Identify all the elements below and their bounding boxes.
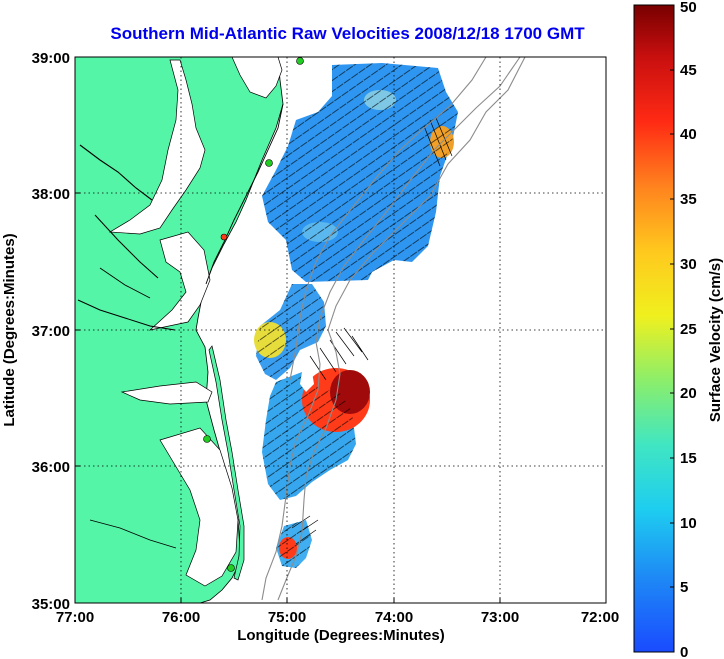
radar-stations bbox=[203, 57, 304, 572]
river-york bbox=[99, 267, 151, 299]
neuse-river bbox=[89, 519, 177, 549]
y-tick-label: 38:00 bbox=[32, 186, 70, 203]
x-tick-label: 72:00 bbox=[581, 609, 619, 626]
chesapeake-bay-lower bbox=[148, 231, 211, 331]
station-marker bbox=[203, 435, 211, 443]
station-marker bbox=[296, 57, 304, 65]
x-tick-labels: 77:00 76:00 75:00 74:00 73:00 72:00 bbox=[56, 609, 619, 626]
colorbar-label: Surface Velocity (cm/s) bbox=[707, 258, 724, 422]
tick-marks bbox=[74, 56, 607, 604]
grid-lines bbox=[75, 57, 606, 603]
outer-banks bbox=[208, 345, 245, 581]
station-marker bbox=[265, 159, 273, 167]
pamlico-sound bbox=[159, 427, 239, 587]
x-tick-label: 73:00 bbox=[481, 609, 519, 626]
y-tick-label: 36:00 bbox=[32, 459, 70, 476]
x-tick-label: 75:00 bbox=[268, 609, 306, 626]
colorbar-tick-label: 5 bbox=[680, 579, 688, 596]
velocity-field bbox=[254, 63, 458, 568]
station-marker bbox=[227, 564, 235, 572]
x-axis-label: Longitude (Degrees:Minutes) bbox=[237, 627, 445, 644]
colorbar-tick-label: 30 bbox=[680, 256, 697, 273]
velocity-vectors bbox=[256, 63, 458, 568]
y-tick-labels: 39:00 38:00 37:00 36:00 35:00 bbox=[32, 50, 70, 613]
colorbar-tick-label: 45 bbox=[680, 62, 697, 79]
colorbar-tick-label: 20 bbox=[680, 385, 697, 402]
colorbar-tick-label: 15 bbox=[680, 450, 697, 467]
colorbar bbox=[633, 4, 675, 653]
x-tick-label: 74:00 bbox=[375, 609, 413, 626]
colorbar-ticks bbox=[670, 4, 674, 653]
station-marker-inactive bbox=[220, 233, 228, 241]
river-rappahannock bbox=[94, 214, 159, 279]
strong-vectors bbox=[291, 117, 453, 545]
x-tick-label: 77:00 bbox=[56, 609, 94, 626]
albemarle-sound bbox=[120, 381, 213, 405]
y-tick-label: 39:00 bbox=[32, 50, 70, 67]
colorbar-tick-label: 0 bbox=[680, 644, 688, 659]
map-title: Southern Mid-Atlantic Raw Velocities 200… bbox=[110, 24, 585, 43]
colorbar-tick-labels: 0 5 10 15 20 25 30 35 40 45 50 bbox=[680, 0, 697, 659]
colorbar-tick-label: 50 bbox=[680, 0, 697, 16]
delaware-bay bbox=[231, 57, 283, 99]
y-axis-label: Latitude (Degrees:Minutes) bbox=[1, 233, 18, 426]
y-tick-label: 35:00 bbox=[32, 596, 70, 613]
river-potomac bbox=[79, 144, 153, 201]
colorbar-tick-label: 10 bbox=[680, 515, 697, 532]
colorbar-tick-label: 35 bbox=[680, 191, 697, 208]
colorbar-tick-label: 25 bbox=[680, 321, 697, 338]
river-james bbox=[77, 299, 176, 331]
x-tick-label: 76:00 bbox=[162, 609, 200, 626]
delmarva-coast bbox=[205, 103, 284, 285]
y-tick-label: 37:00 bbox=[32, 323, 70, 340]
masked-area bbox=[300, 372, 314, 392]
colorbar-tick-label: 40 bbox=[680, 126, 697, 143]
